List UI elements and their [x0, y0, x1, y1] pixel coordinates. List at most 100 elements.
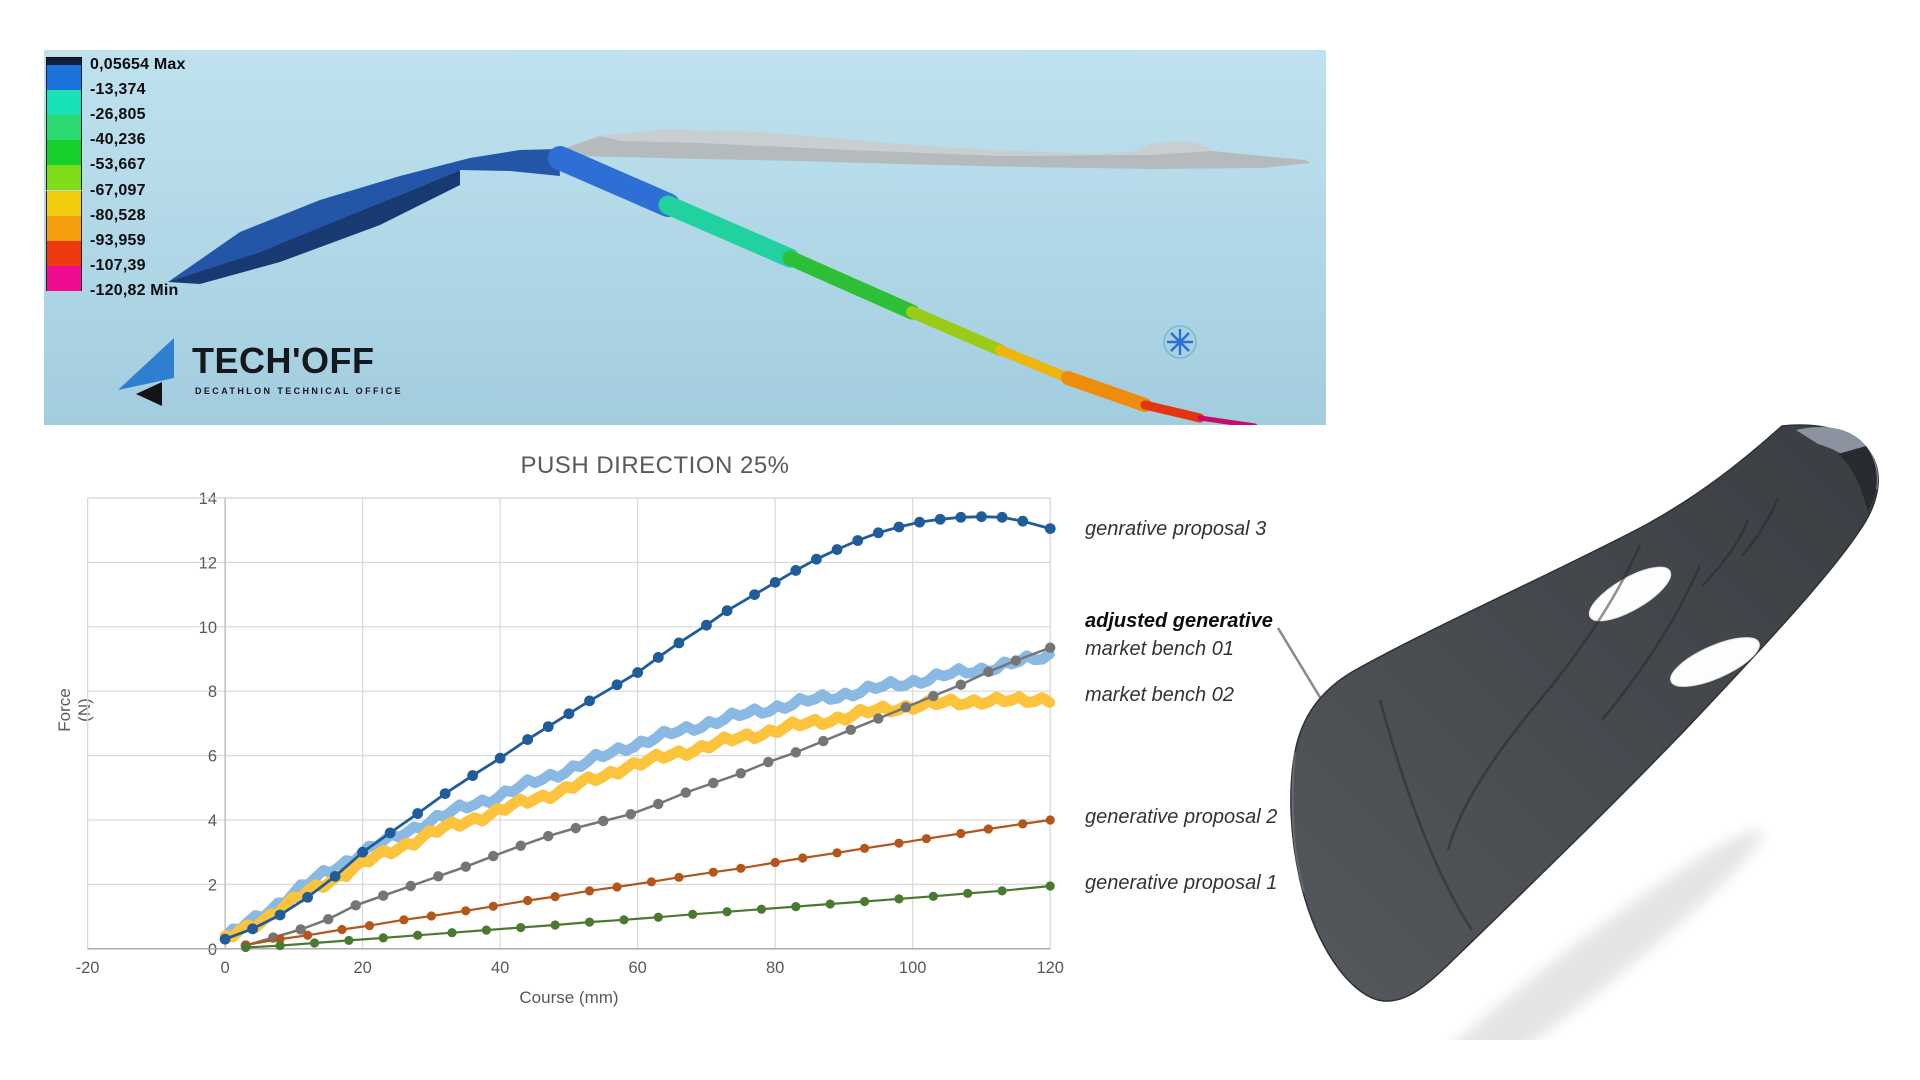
marker-generative-proposal-1 [481, 925, 491, 935]
marker-generative-proposal-3 [1044, 523, 1056, 534]
marker-generative-proposal-3 [563, 708, 575, 720]
marker-generative-proposal-2 [646, 877, 657, 887]
marker-adjusted-generative [790, 747, 802, 758]
marker-generative-proposal-3 [611, 679, 623, 691]
marker-adjusted-generative [818, 735, 829, 747]
marker-generative-proposal-3 [673, 637, 685, 649]
x-tick-label: 0 [221, 959, 230, 977]
legend-band [46, 190, 82, 216]
marker-generative-proposal-1 [894, 894, 904, 904]
marker-generative-proposal-1 [447, 928, 457, 938]
marker-generative-proposal-1 [413, 930, 423, 940]
marker-generative-proposal-1 [722, 907, 732, 917]
marker-generative-proposal-3 [247, 923, 259, 935]
plot-frame [86, 497, 1051, 950]
marker-generative-proposal-3 [1017, 515, 1029, 527]
marker-generative-proposal-3 [769, 576, 781, 588]
marker-generative-proposal-2 [461, 906, 471, 916]
marker-generative-proposal-2 [337, 924, 347, 935]
legend-value: -53,667 [90, 156, 146, 174]
foot-pocket-tip [1796, 427, 1878, 490]
marker-adjusted-generative [488, 850, 499, 862]
marker-generative-proposal-2 [426, 911, 436, 921]
marker-adjusted-generative [873, 713, 884, 724]
marker-generative-proposal-2 [584, 886, 595, 896]
legend-band [46, 165, 82, 191]
marker-adjusted-generative [983, 666, 994, 678]
marker-generative-proposal-1 [825, 899, 835, 909]
marker-adjusted-generative [433, 871, 444, 882]
series-generative-proposal-1 [245, 884, 1051, 949]
series-label-generative-proposal-2: generative proposal 2 [1085, 806, 1278, 828]
marker-generative-proposal-2 [275, 934, 285, 944]
marker-adjusted-generative [845, 724, 857, 736]
marker-adjusted-generative [405, 880, 416, 892]
marker-generative-proposal-2 [894, 838, 904, 848]
marker-generative-proposal-1 [1045, 881, 1055, 891]
series-label-market-bench-01: market bench 01 [1085, 638, 1234, 660]
marker-adjusted-generative [350, 900, 361, 911]
marker-generative-proposal-1 [688, 909, 698, 919]
series-label-generative-proposal-3: genrative proposal 3 [1085, 518, 1267, 540]
marker-generative-proposal-2 [798, 853, 808, 863]
marker-generative-proposal-1 [309, 938, 320, 948]
marker-generative-proposal-3 [357, 846, 369, 858]
marker-generative-proposal-3 [274, 909, 286, 921]
marker-generative-proposal-2 [488, 901, 498, 911]
rotation-marker-icon [1163, 325, 1197, 359]
marker-generative-proposal-2 [399, 915, 409, 925]
legend-band [46, 240, 82, 266]
deformed-foot-section [168, 149, 560, 282]
marker-generative-proposal-3 [934, 513, 946, 525]
marker-adjusted-generative [900, 702, 912, 713]
marker-generative-proposal-2 [736, 863, 746, 873]
marker-generative-proposal-3 [439, 788, 451, 799]
x-tick-label: 20 [353, 959, 371, 977]
marker-generative-proposal-3 [584, 695, 595, 707]
marker-generative-proposal-3 [721, 605, 733, 617]
legend-band [46, 265, 82, 291]
y-tick-label: 4 [208, 812, 217, 830]
marker-generative-proposal-2 [983, 824, 993, 834]
y-tick-label: 14 [199, 490, 217, 508]
marker-adjusted-generative [1045, 642, 1056, 653]
marker-generative-proposal-1 [344, 935, 354, 946]
legend-band [46, 115, 82, 141]
y-tick-label: 6 [208, 748, 217, 766]
marker-generative-proposal-3 [329, 870, 341, 882]
marker-generative-proposal-3 [652, 651, 664, 663]
marker-generative-proposal-3 [467, 770, 479, 781]
chart-title: PUSH DIRECTION 25% [520, 452, 790, 479]
marker-generative-proposal-1 [378, 933, 388, 943]
fea-deformation-graphic [168, 130, 1310, 425]
y-tick-label: 0 [208, 941, 217, 959]
marker-generative-proposal-2 [550, 892, 560, 902]
fin-shadow [1367, 829, 1763, 1040]
legend-value: -107,39 [90, 256, 146, 274]
marker-adjusted-generative [955, 679, 967, 690]
marker-generative-proposal-3 [790, 565, 802, 576]
marker-generative-proposal-3 [384, 827, 396, 839]
marker-adjusted-generative [763, 756, 774, 768]
x-tick-label: 80 [766, 959, 784, 977]
deformed-foot-facet [168, 170, 460, 284]
marker-generative-proposal-2 [523, 895, 533, 906]
fea-contour-legend: 0,05654 Max -13,374 -26,805 -40,236 -53,667 -… [46, 54, 286, 314]
marker-generative-proposal-2 [832, 848, 842, 858]
marker-adjusted-generative [515, 840, 526, 851]
techoff-logo: TECH'OFF DECATHLON TECHNICAL OFFICE [114, 338, 454, 418]
marker-adjusted-generative [708, 777, 719, 789]
series-label-adjusted-generative: adjusted generative [1085, 610, 1273, 632]
marker-generative-proposal-2 [612, 882, 622, 892]
x-axis-title: Course (mm) [519, 988, 619, 1007]
marker-generative-proposal-3 [955, 511, 967, 523]
marker-generative-proposal-1 [653, 912, 663, 922]
marker-generative-proposal-3 [632, 667, 644, 678]
displacement-color-band [548, 146, 1258, 425]
fea-simulation-panel: 0,05654 Max -13,374 -26,805 -40,236 -53,667 -… [44, 50, 1326, 425]
x-tick-label: 40 [491, 959, 509, 977]
foot-pocket-shadow [1838, 446, 1877, 512]
marker-adjusted-generative [625, 809, 636, 820]
marker-generative-proposal-1 [584, 917, 595, 927]
marker-generative-proposal-1 [619, 915, 629, 925]
